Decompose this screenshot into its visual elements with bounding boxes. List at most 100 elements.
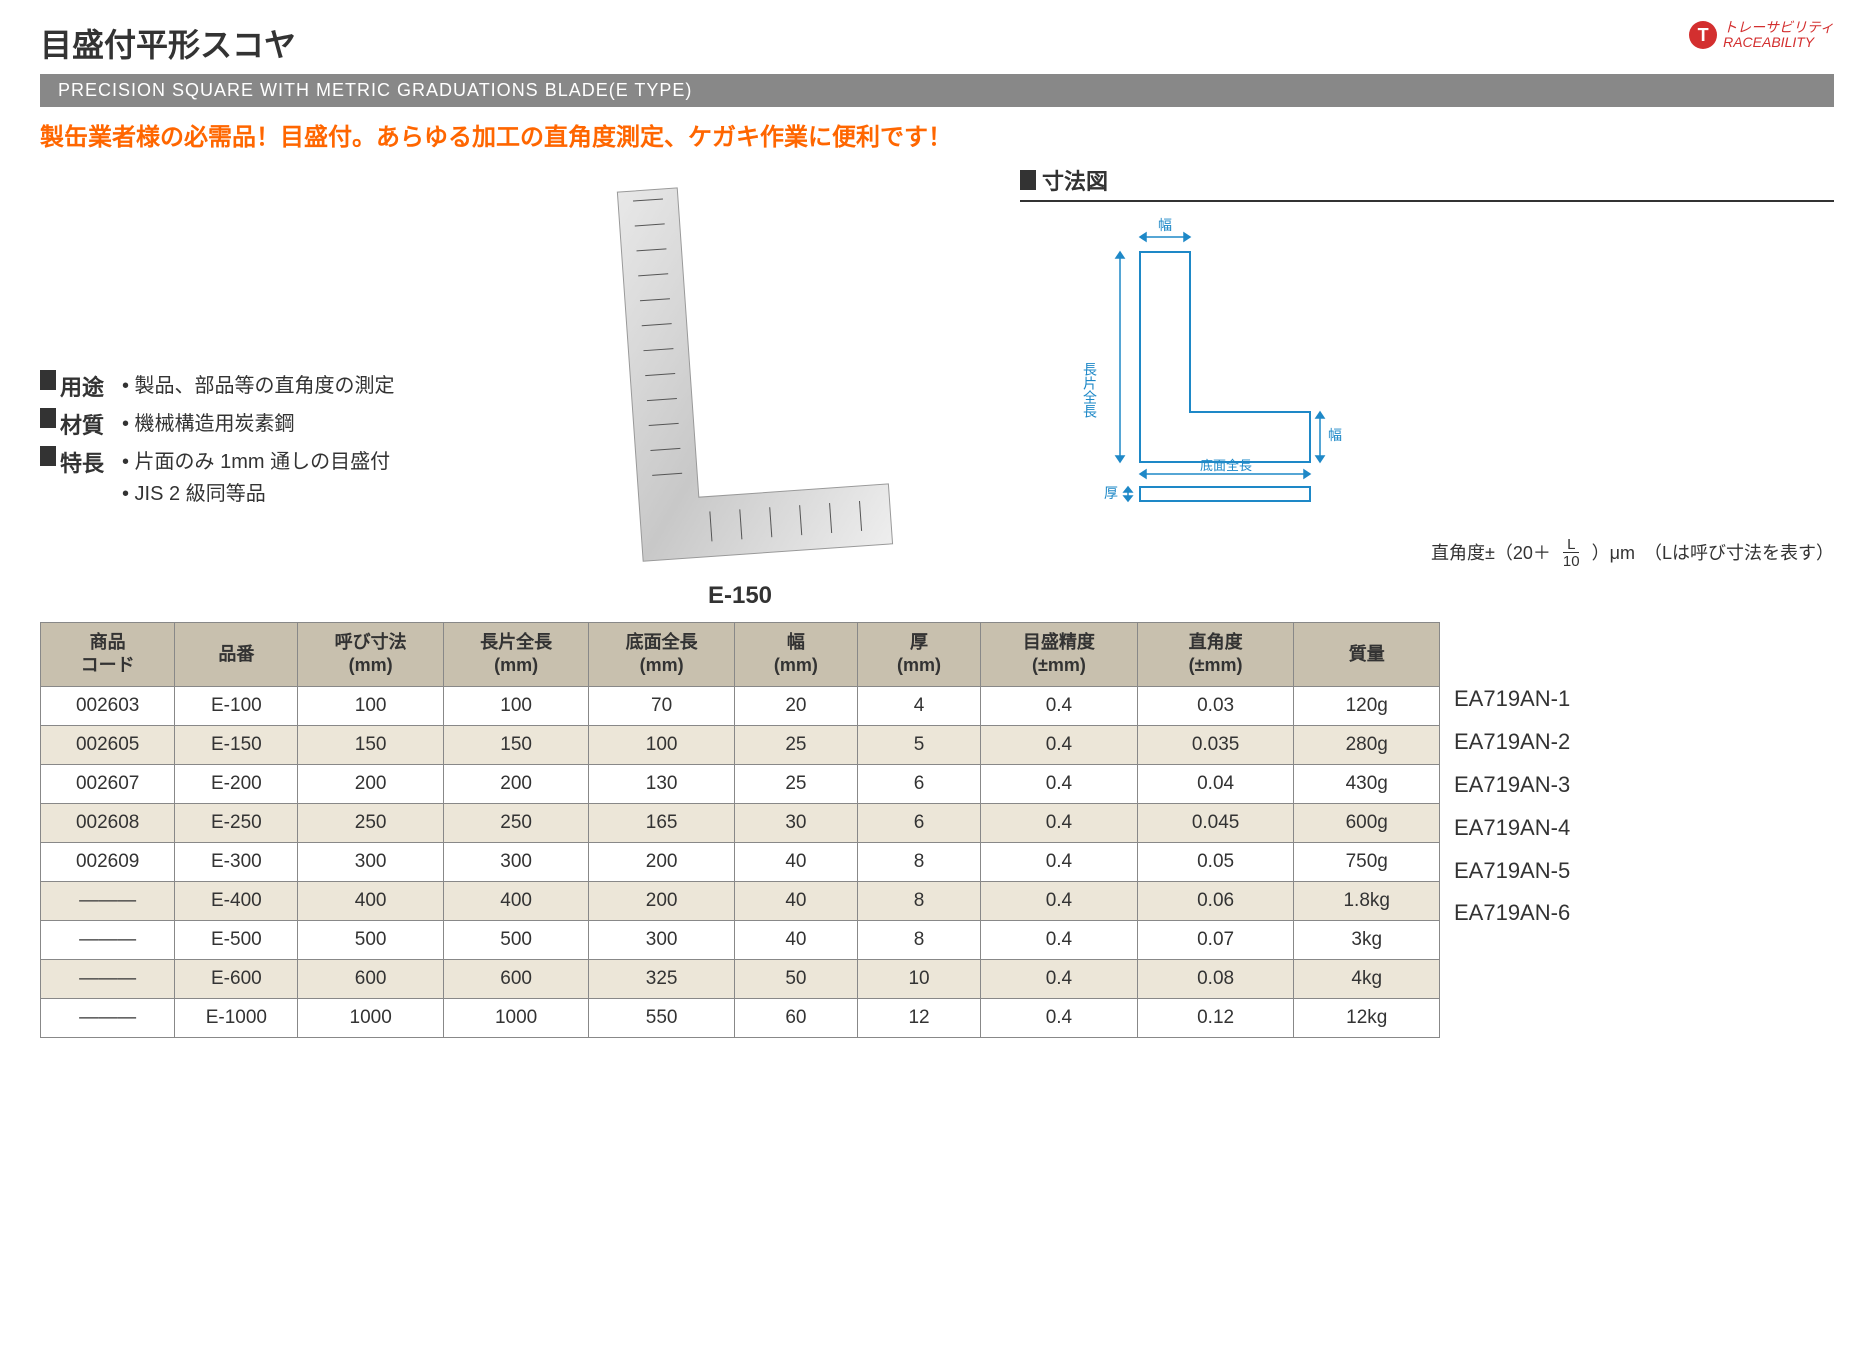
traceability-badge: T トレーサビリティ RACEABILITY <box>1689 20 1834 51</box>
table-cell: 150 <box>443 725 588 764</box>
dimension-svg: 幅 長片全長 幅 底面全長 厚 <box>1020 212 1380 522</box>
table-cell: 4kg <box>1294 959 1440 998</box>
table-cell: E-1000 <box>175 998 298 1037</box>
table-cell: 120g <box>1294 686 1440 725</box>
table-cell: ——— <box>41 959 175 998</box>
table-cell: 400 <box>443 881 588 920</box>
table-cell: 002608 <box>41 803 175 842</box>
table-cell: 1.8kg <box>1294 881 1440 920</box>
table-cell: 40 <box>734 842 857 881</box>
table-cell: 200 <box>589 881 734 920</box>
table-cell: 5 <box>857 725 980 764</box>
table-cell: 600 <box>298 959 443 998</box>
badge-letter-icon: T <box>1689 21 1717 49</box>
table-cell: 40 <box>734 920 857 959</box>
table-cell: 0.05 <box>1137 842 1294 881</box>
ruler-icon <box>570 164 910 574</box>
table-header: 幅(mm) <box>734 623 857 687</box>
table-cell: E-600 <box>175 959 298 998</box>
table-cell: 12kg <box>1294 998 1440 1037</box>
table-row: ———E-10001000100055060120.40.1212kg <box>41 998 1440 1037</box>
table-cell: 8 <box>857 842 980 881</box>
table-cell: 3kg <box>1294 920 1440 959</box>
table-cell: 165 <box>589 803 734 842</box>
table-cell: 6 <box>857 764 980 803</box>
table-cell: 500 <box>443 920 588 959</box>
table-cell: 100 <box>589 725 734 764</box>
table-cell: 200 <box>589 842 734 881</box>
spec-table: 商品コード品番呼び寸法(mm)長片全長(mm)底面全長(mm)幅(mm)厚(mm… <box>40 622 1440 1038</box>
table-cell: E-200 <box>175 764 298 803</box>
table-header: 長片全長(mm) <box>443 623 588 687</box>
bullet-icon <box>40 408 56 428</box>
bullet-icon <box>40 446 56 466</box>
svg-text:幅: 幅 <box>1328 427 1342 443</box>
subtitle-bar: PRECISION SQUARE WITH METRIC GRADUATIONS… <box>40 74 1834 107</box>
table-row: ———E-5005005003004080.40.073kg <box>41 920 1440 959</box>
table-cell: 8 <box>857 920 980 959</box>
table-cell: 150 <box>298 725 443 764</box>
table-header: 呼び寸法(mm) <box>298 623 443 687</box>
table-cell: 0.03 <box>1137 686 1294 725</box>
table-cell: 002603 <box>41 686 175 725</box>
table-cell: 0.4 <box>981 725 1138 764</box>
table-cell: E-150 <box>175 725 298 764</box>
table-row: ———E-60060060032550100.40.084kg <box>41 959 1440 998</box>
table-cell: E-500 <box>175 920 298 959</box>
table-row: 002603E-100100100702040.40.03120g <box>41 686 1440 725</box>
table-cell: 50 <box>734 959 857 998</box>
formula: 直角度±（20＋ L10 ）μm （Lは呼び寸法を表す） <box>1020 537 1834 571</box>
table-cell: 430g <box>1294 764 1440 803</box>
table-cell: 600g <box>1294 803 1440 842</box>
table-cell: E-400 <box>175 881 298 920</box>
table-cell: 0.07 <box>1137 920 1294 959</box>
table-cell: 0.4 <box>981 920 1138 959</box>
table-cell: 0.12 <box>1137 998 1294 1037</box>
table-cell: E-300 <box>175 842 298 881</box>
tagline: 製缶業者様の必需品！目盛付。あらゆる加工の直角度測定、ケガキ作業に便利です！ <box>40 117 1834 152</box>
table-cell: 1000 <box>298 998 443 1037</box>
svg-text:底面全長: 底面全長 <box>1200 458 1252 473</box>
table-cell: 002609 <box>41 842 175 881</box>
table-cell: ——— <box>41 920 175 959</box>
table-cell: 8 <box>857 881 980 920</box>
table-cell: 200 <box>298 764 443 803</box>
table-header: 品番 <box>175 623 298 687</box>
table-cell: 130 <box>589 764 734 803</box>
table-cell: 002607 <box>41 764 175 803</box>
table-cell: 0.04 <box>1137 764 1294 803</box>
table-cell: 20 <box>734 686 857 725</box>
table-cell: 0.4 <box>981 959 1138 998</box>
table-cell: 002605 <box>41 725 175 764</box>
svg-text:長片全長: 長片全長 <box>1082 362 1098 418</box>
table-cell: 0.4 <box>981 842 1138 881</box>
bullet-icon <box>1020 170 1036 190</box>
table-header: 厚(mm) <box>857 623 980 687</box>
dimension-diagram: 寸法図 幅 長片全長 幅 底面全長 厚 直角度±（20＋ <box>1020 164 1834 571</box>
table-cell: ——— <box>41 881 175 920</box>
table-header: 目盛精度(±mm) <box>981 623 1138 687</box>
table-cell: 325 <box>589 959 734 998</box>
svg-text:厚: 厚 <box>1104 485 1118 501</box>
badge-text: トレーサビリティ RACEABILITY <box>1723 20 1834 51</box>
table-cell: 100 <box>443 686 588 725</box>
table-header: 商品コード <box>41 623 175 687</box>
svg-text:幅: 幅 <box>1158 217 1172 233</box>
product-figure: E-150 <box>480 164 1000 610</box>
bullet-icon <box>40 370 56 390</box>
table-cell: 1000 <box>443 998 588 1037</box>
table-cell: 550 <box>589 998 734 1037</box>
table-row: 002607E-2002002001302560.40.04430g <box>41 764 1440 803</box>
page-title: 目盛付平形スコヤ <box>40 20 296 66</box>
table-row: 002605E-1501501501002550.40.035280g <box>41 725 1440 764</box>
table-cell: 200 <box>443 764 588 803</box>
table-header: 直角度(±mm) <box>1137 623 1294 687</box>
table-cell: 0.4 <box>981 881 1138 920</box>
spec-list: 用途 • 製品、部品等の直角度の測定 材質 • 機械構造用炭素鋼 特長 • 片面… <box>40 164 460 516</box>
table-cell: 6 <box>857 803 980 842</box>
table-cell: 12 <box>857 998 980 1037</box>
spec-material-body: • 機械構造用炭素鋼 <box>122 408 295 440</box>
table-cell: 750g <box>1294 842 1440 881</box>
table-cell: 100 <box>298 686 443 725</box>
table-row: ———E-4004004002004080.40.061.8kg <box>41 881 1440 920</box>
